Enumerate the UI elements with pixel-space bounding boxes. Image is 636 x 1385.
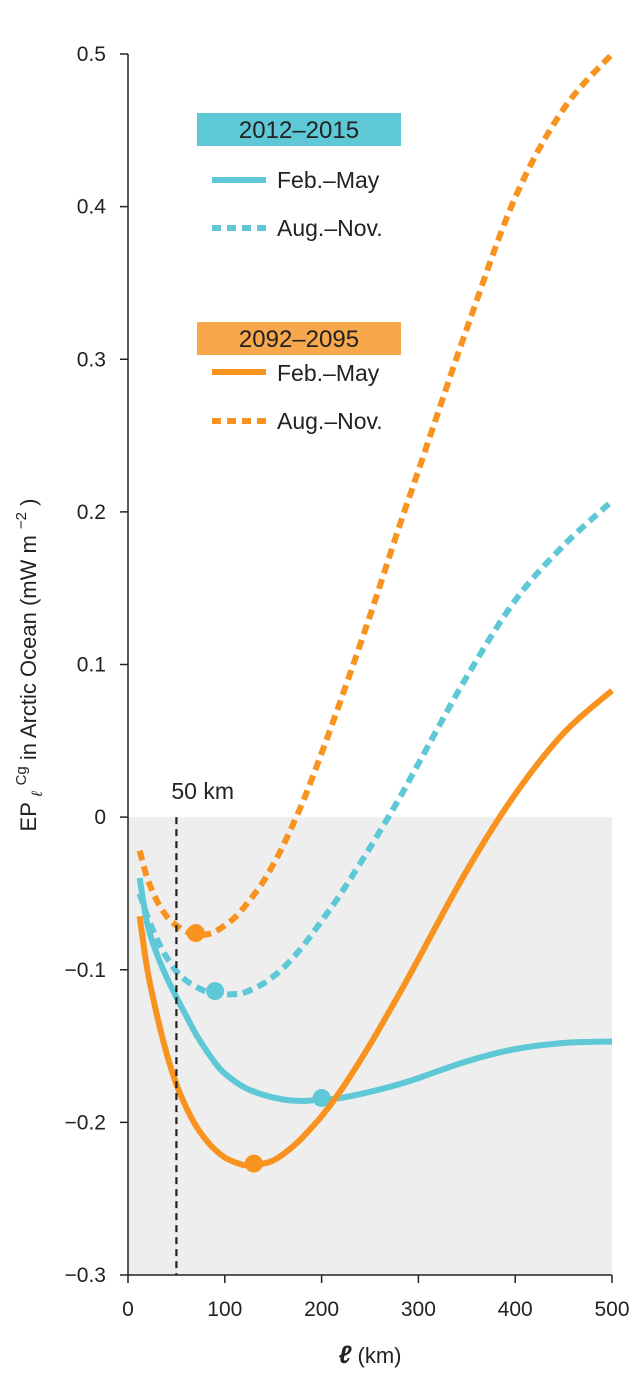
series-layer — [136, 51, 615, 1173]
legend-label-2092-2095-feb-may: Feb.–May — [277, 360, 380, 386]
y-axis-base: EP — [16, 803, 41, 832]
y-axis-superscript: Cg — [13, 766, 30, 785]
y-tick-label-2: −0.1 — [65, 959, 106, 982]
y-tick-label-3: 0 — [94, 806, 106, 829]
x-tick-label-5: 500 — [594, 1298, 629, 1321]
y-axis-rest: in Arctic Ocean (mW m — [16, 535, 41, 760]
series-line-2 — [136, 688, 614, 1169]
y-tick-label-0: −0.3 — [65, 1264, 106, 1287]
x-axis-title: ℓ (km) — [338, 1341, 401, 1369]
x-tick-label-4: 400 — [498, 1298, 533, 1321]
x-tick-label-0: 0 — [122, 1298, 134, 1321]
legend-header-bg-2012-2015 — [197, 113, 401, 146]
series-marker-0 — [312, 1088, 331, 1107]
legend: 2012–2015 Feb.–May Aug.–Nov. 2092–2095 F… — [197, 113, 401, 434]
series-line-1 — [136, 498, 615, 998]
y-tick-label-1: −0.2 — [65, 1111, 106, 1134]
legend-header-2012-2015: 2012–2015 — [239, 117, 359, 144]
x-tick-label-2: 200 — [304, 1298, 339, 1321]
y-axis-close: ) — [16, 499, 41, 506]
series-marker-1 — [206, 982, 225, 1001]
y-axis-subscript: ℓ — [29, 790, 46, 797]
y-tick-label-6: 0.3 — [77, 348, 106, 371]
y-tick-label-8: 0.5 — [77, 43, 106, 66]
y-tick-label-7: 0.4 — [77, 196, 107, 219]
x-tick-label-1: 100 — [207, 1298, 242, 1321]
legend-label-2012-2015-aug-nov: Aug.–Nov. — [277, 215, 383, 241]
series-marker-2 — [244, 1154, 263, 1173]
legend-label-2012-2015-feb-may: Feb.–May — [277, 167, 380, 193]
legend-header-2092-2095: 2092–2095 — [239, 326, 359, 353]
series-line-0 — [136, 877, 613, 1105]
axes-layer: −0.3 −0.2 −0.1 0 0.1 0.2 0.3 0.4 0.5 0 100 200 300 40… — [65, 43, 630, 1321]
annotation-50km-label: 50 km — [171, 778, 234, 804]
y-axis-title: EP ℓ Cg in Arctic Ocean (mW m −2 ) — [6, 499, 47, 832]
series-marker-3 — [186, 924, 205, 943]
y-axis-unit-sup: −2 — [13, 512, 30, 529]
x-axis-unit: (km) — [358, 1343, 402, 1368]
legend-header-bg-2092-2095 — [197, 322, 401, 355]
x-axis-symbol: ℓ — [338, 1341, 352, 1369]
y-tick-label-5: 0.2 — [77, 501, 106, 524]
x-tick-label-3: 300 — [401, 1298, 436, 1321]
y-tick-label-4: 0.1 — [77, 654, 106, 677]
legend-label-2092-2095-aug-nov: Aug.–Nov. — [277, 408, 383, 434]
